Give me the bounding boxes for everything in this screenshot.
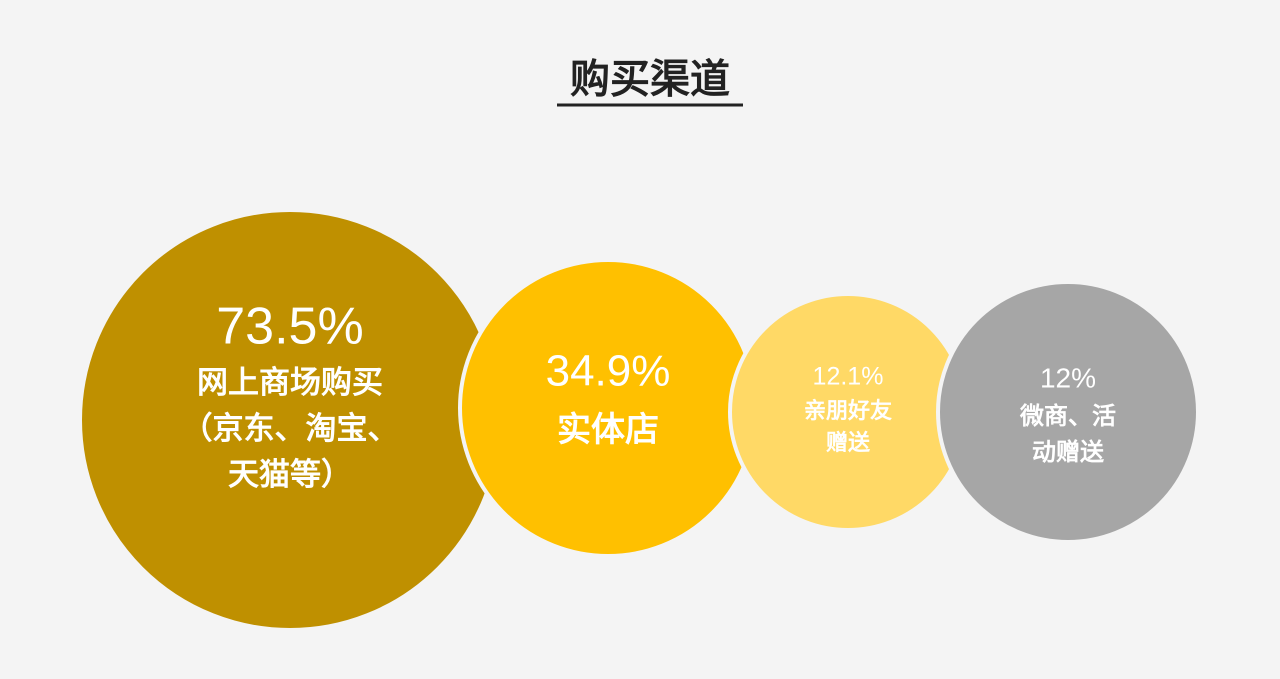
value-label: 73.5% — [216, 298, 363, 356]
chart-title: 购买渠道 — [570, 58, 730, 102]
category-label: 微商、活动赠送 — [1019, 402, 1116, 466]
category-label: 网上商场购买（京东、淘宝、天猫等） — [182, 365, 399, 492]
bubble — [936, 280, 1200, 544]
value-label: 12.1% — [813, 363, 884, 391]
category-label: 亲朋好友赠送 — [804, 398, 892, 455]
bubble — [458, 258, 758, 558]
value-label: 34.9% — [546, 347, 671, 396]
value-label: 12% — [1040, 362, 1096, 393]
category-label: 实体店 — [557, 411, 659, 449]
